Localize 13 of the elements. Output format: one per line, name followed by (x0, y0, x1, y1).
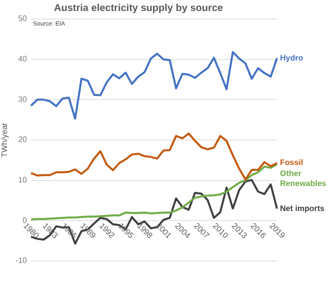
y-tick-label: 30 (18, 94, 28, 104)
series-label: Net imports (280, 204, 325, 213)
y-tick-label: -10 (15, 256, 28, 266)
chart-title: Austria electricity supply by source (54, 2, 224, 14)
y-tick-label: 0 (22, 216, 28, 225)
y-axis-title: TWh/year (0, 122, 10, 158)
y-tick-label: 10 (18, 176, 28, 185)
y-tick-label: 40 (18, 54, 28, 64)
y-tick-label: 20 (18, 135, 28, 144)
series-label: Other Renewables (280, 169, 327, 188)
series-label: Hydro (280, 53, 304, 62)
series-label: Fossil (280, 158, 304, 168)
y-tick-label: 50 (18, 14, 28, 24)
